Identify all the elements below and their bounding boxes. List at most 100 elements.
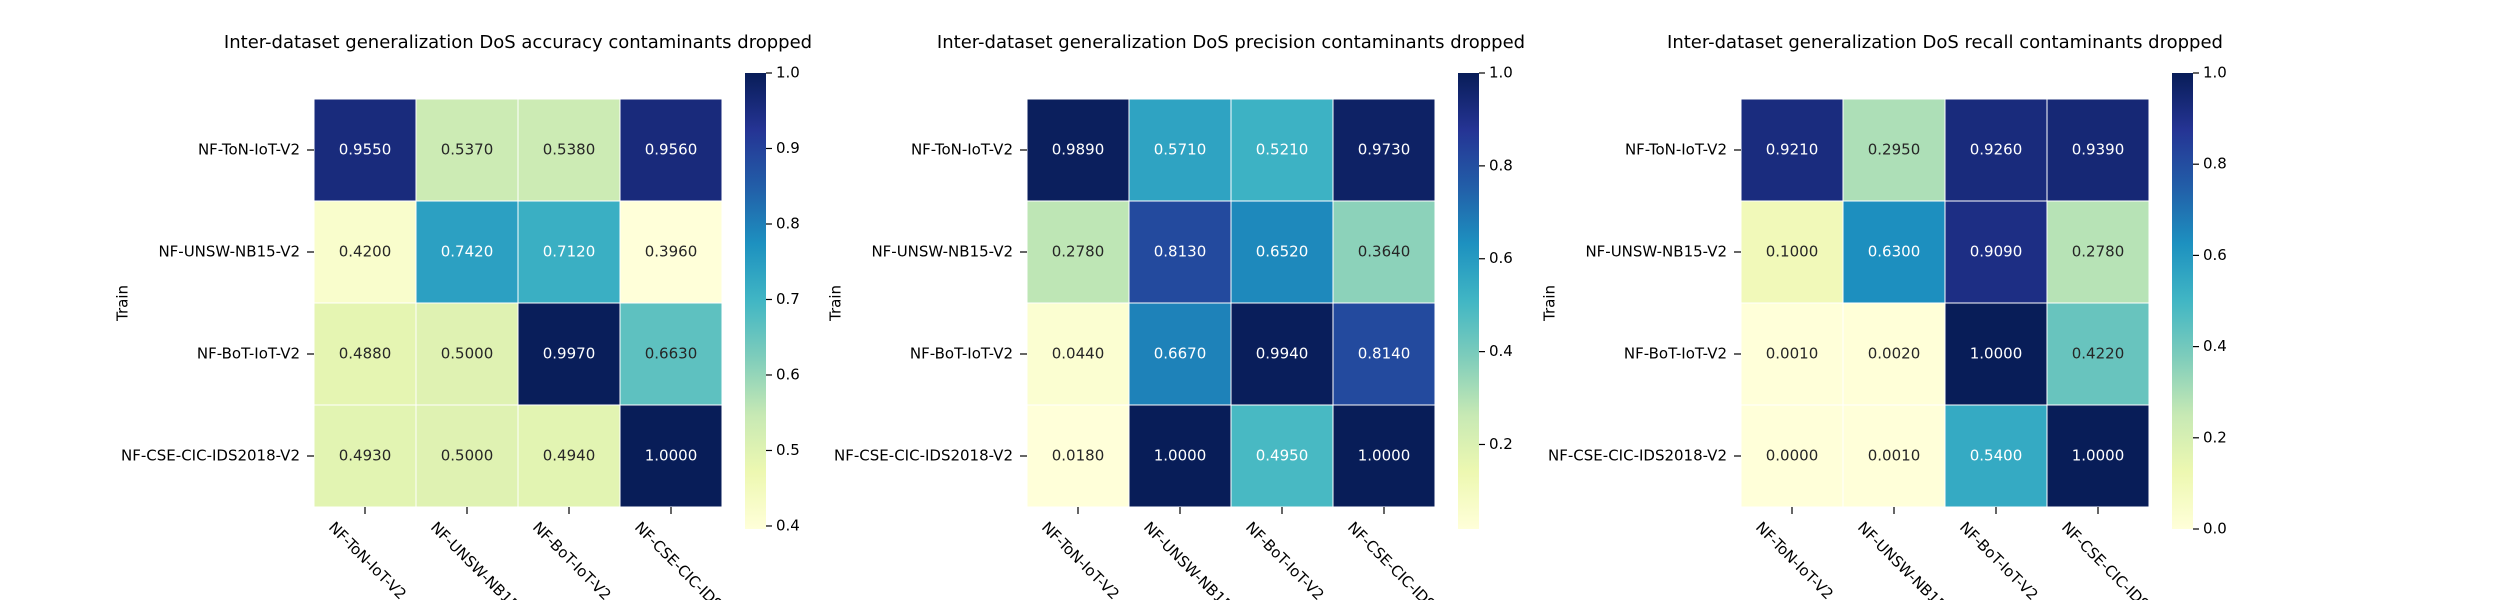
- y-tick-label: NF-BoT-IoT-V2: [197, 345, 300, 363]
- cell-label: 0.7420: [441, 243, 494, 261]
- y-tick-label: NF-CSE-CIC-IDS2018-V2: [121, 447, 300, 465]
- heatmap-cell: [415, 404, 519, 508]
- heatmap-cell: [1332, 98, 1436, 202]
- cell-label: 0.0020: [1868, 345, 1921, 363]
- cell-label: 0.9730: [1358, 141, 1411, 159]
- heatmap-cell: [619, 200, 723, 304]
- cell-label: 0.9970: [543, 345, 596, 363]
- colorbar-tick-label: 0.4: [1489, 342, 1513, 360]
- heatmap-cell: [619, 404, 723, 508]
- colorbar-tick-label: 0.8: [776, 214, 800, 232]
- cell-label: 0.2780: [2072, 243, 2125, 261]
- y-tick-label: NF-UNSW-NB15-V2: [158, 243, 300, 261]
- cell-label: 0.9390: [2072, 141, 2125, 159]
- heatmap-cell: [1842, 98, 1946, 202]
- heatmap-cell: [1842, 200, 1946, 304]
- x-tick-label: NF-CSE-CIC-IDS2018-V2: [1344, 518, 1483, 600]
- x-tick-label: NF-ToN-IoT-V2: [325, 518, 410, 600]
- cell-label: 0.8130: [1154, 243, 1207, 261]
- x-tick-label: NF-UNSW-NB15-V2: [427, 518, 540, 600]
- colorbar-tick-label: 0.6: [1489, 249, 1513, 267]
- cell-label: 0.3640: [1358, 243, 1411, 261]
- heatmap-cell: [1332, 404, 1436, 508]
- colorbar-tick-label: 0.6: [2203, 246, 2227, 264]
- x-tick-label: NF-BoT-IoT-V2: [1242, 518, 1328, 600]
- colorbar: [2172, 73, 2193, 529]
- x-tick-label: NF-CSE-CIC-IDS2018-V2: [631, 518, 770, 600]
- cell-label: 0.0440: [1052, 345, 1105, 363]
- y-axis-label: Train: [114, 285, 132, 322]
- x-tick-label: NF-ToN-IoT-V2: [1752, 518, 1837, 600]
- heatmap-cell: [1332, 302, 1436, 406]
- colorbar: [745, 73, 766, 529]
- heatmap-cell: [1128, 302, 1232, 406]
- heatmap-cell: [1944, 404, 2048, 508]
- cell-label: 0.9890: [1052, 141, 1105, 159]
- heatmap-cell: [2046, 98, 2150, 202]
- x-tick-label: NF-UNSW-NB15-V2: [1140, 518, 1253, 600]
- cell-label: 0.4950: [1256, 447, 1309, 465]
- x-tick-label: NF-BoT-IoT-V2: [1956, 518, 2042, 600]
- heatmap-cell: [517, 98, 621, 202]
- x-tick-label: NF-UNSW-NB15-V2: [1854, 518, 1967, 600]
- cell-label: 0.5210: [1256, 141, 1309, 159]
- heatmap-cell: [415, 200, 519, 304]
- y-tick-label: NF-ToN-IoT-V2: [198, 141, 300, 159]
- heatmap-cell: [619, 98, 723, 202]
- cell-label: 0.9560: [645, 141, 698, 159]
- heatmap-cell: [1128, 98, 1232, 202]
- cell-label: 0.5710: [1154, 141, 1207, 159]
- cell-label: 0.3960: [645, 243, 698, 261]
- colorbar-tick-label: 0.9: [776, 139, 800, 157]
- colorbar-tick-label: 0.8: [1489, 156, 1513, 174]
- heatmap-cell: [1740, 404, 1844, 508]
- cell-label: 0.9260: [1970, 141, 2023, 159]
- heatmap-cell: [2046, 200, 2150, 304]
- cell-label: 0.0180: [1052, 447, 1105, 465]
- heatmap-cell: [1944, 98, 2048, 202]
- cell-label: 0.4930: [339, 447, 392, 465]
- heatmap-cell: [517, 404, 621, 508]
- cell-label: 0.5000: [441, 447, 494, 465]
- colorbar-tick-label: 0.7: [776, 290, 800, 308]
- x-tick-label: NF-ToN-IoT-V2: [1038, 518, 1123, 600]
- colorbar-tick-label: 0.2: [1489, 435, 1513, 453]
- cell-label: 1.0000: [645, 447, 698, 465]
- y-tick-label: NF-BoT-IoT-V2: [910, 345, 1013, 363]
- y-tick-label: NF-ToN-IoT-V2: [1625, 141, 1727, 159]
- heatmap-cell: [2046, 302, 2150, 406]
- cell-label: 0.5370: [441, 141, 494, 159]
- cell-label: 0.6300: [1868, 243, 1921, 261]
- chart-title: Inter-dataset generalization DoS accurac…: [224, 32, 812, 53]
- cell-label: 0.9550: [339, 141, 392, 159]
- heatmap-cell: [313, 404, 417, 508]
- chart-title: Inter-dataset generalization DoS precisi…: [937, 32, 1525, 53]
- y-tick-label: NF-CSE-CIC-IDS2018-V2: [1548, 447, 1727, 465]
- cell-label: 0.0010: [1868, 447, 1921, 465]
- y-tick-label: NF-UNSW-NB15-V2: [871, 243, 1013, 261]
- heatmap-cell: [313, 98, 417, 202]
- cell-label: 0.5400: [1970, 447, 2023, 465]
- heatmap-cell: [415, 302, 519, 406]
- y-tick-label: NF-BoT-IoT-V2: [1624, 345, 1727, 363]
- colorbar-tick-label: 0.8: [2203, 155, 2227, 173]
- x-tick-label: NF-CSE-CIC-IDS2018-V2: [2058, 518, 2197, 600]
- y-axis-label: Train: [827, 285, 845, 322]
- cell-label: 0.0000: [1766, 447, 1819, 465]
- heatmap-cell: [1230, 200, 1334, 304]
- cell-label: 1.0000: [1970, 345, 2023, 363]
- cell-label: 1.0000: [1154, 447, 1207, 465]
- cell-label: 0.2950: [1868, 141, 1921, 159]
- cell-label: 0.4220: [2072, 345, 2125, 363]
- colorbar-tick-label: 0.4: [2203, 337, 2227, 355]
- heatmap-cell: [1842, 302, 1946, 406]
- y-tick-label: NF-CSE-CIC-IDS2018-V2: [834, 447, 1013, 465]
- colorbar-tick-label: 1.0: [2203, 64, 2227, 82]
- heatmap-cell: [1026, 404, 1130, 508]
- y-tick-label: NF-UNSW-NB15-V2: [1585, 243, 1727, 261]
- heatmap-cell: [1026, 200, 1130, 304]
- heatmap-cell: [1128, 404, 1232, 508]
- y-axis-label: Train: [1541, 285, 1559, 322]
- heatmap-cell: [1230, 98, 1334, 202]
